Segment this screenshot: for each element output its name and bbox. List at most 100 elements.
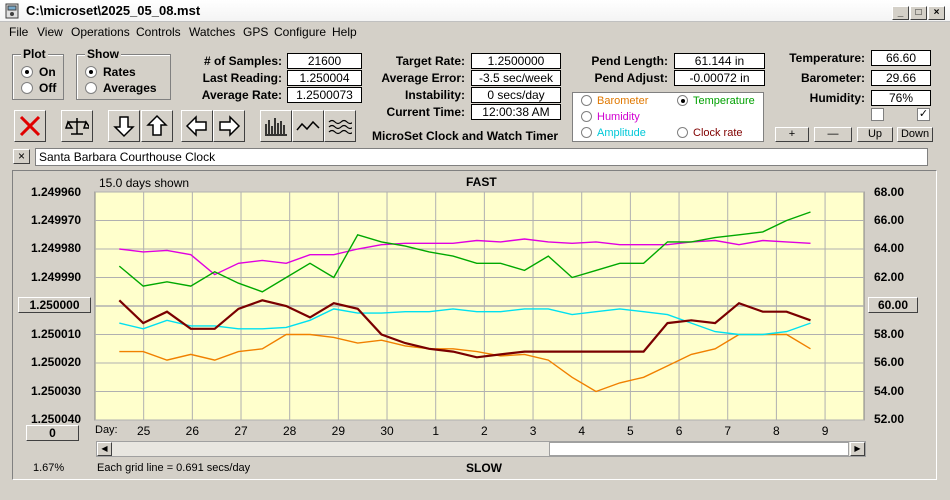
current-time-label: Current Time: (386, 105, 465, 119)
wave-icon (328, 119, 352, 135)
show-group-title: Show (85, 47, 121, 61)
show-rates-radio[interactable]: Rates (85, 65, 136, 79)
product-name: MicroSet Clock and Watch Timer (372, 129, 559, 143)
menu-gps[interactable]: GPS (243, 25, 269, 39)
amplitude-series-line (119, 308, 811, 336)
left-arrow-button[interactable] (181, 110, 213, 142)
stop-button[interactable] (14, 110, 46, 142)
clock-name-field[interactable]: Santa Barbara Courthouse Clock (35, 148, 928, 166)
day-tick-label: 3 (530, 424, 537, 438)
plus-button[interactable]: + (775, 127, 809, 142)
plot-off-radio[interactable]: Off (21, 81, 56, 95)
average-rate-label: Average Rate: (201, 88, 282, 102)
clock-rate-series-line (118, 299, 811, 359)
right-tick-label: 64.00 (874, 241, 905, 255)
arrow-up-icon (146, 114, 168, 136)
radio-icon (677, 127, 688, 138)
temperature-option[interactable]: Temperature (677, 95, 755, 107)
temperature-label: Temperature: (789, 51, 865, 65)
right-tick-label: 66.00 (874, 213, 905, 227)
instability-label: Instability: (404, 88, 465, 102)
day-tick-label: 29 (332, 424, 346, 438)
barometer-field: 29.66 (871, 70, 931, 86)
center-rate-button[interactable]: 1.250000 (18, 297, 91, 313)
down-button[interactable]: Down (897, 127, 933, 142)
clear-name-button[interactable]: × (13, 149, 30, 164)
show-group: Show Rates Averages (76, 47, 171, 100)
left-tick-label: 1.249970 (31, 213, 82, 227)
left-zero-button[interactable]: 0 (26, 425, 79, 441)
menu-watches[interactable]: Watches (189, 25, 236, 39)
radio-icon (581, 127, 592, 138)
window-titlebar: C:\microset\2025_05_08.mst _ □ × (0, 0, 950, 22)
line-graph-button[interactable] (292, 110, 324, 142)
humidity-option[interactable]: Humidity (581, 111, 640, 123)
day-tick-label: 28 (283, 424, 297, 438)
up-arrow-button[interactable] (141, 110, 173, 142)
histogram-button[interactable] (260, 110, 292, 142)
center-aux-button[interactable]: 60.00 (868, 297, 918, 313)
minimize-button[interactable]: _ (892, 6, 909, 20)
humidity-field: 76% (871, 90, 931, 106)
left-tick-label: 1.250030 (31, 384, 82, 398)
day-tick-label: 7 (724, 424, 731, 438)
right-tick-label: 54.00 (874, 384, 905, 398)
day-tick-label: 25 (137, 424, 151, 438)
last-reading-label: Last Reading: (202, 71, 282, 85)
scroll-right-arrow[interactable]: ▶ (850, 442, 865, 456)
menu-file[interactable]: File (9, 25, 29, 39)
menu-view[interactable]: View (37, 25, 63, 39)
average-error-label: Average Error: (381, 71, 465, 85)
scroll-left-arrow[interactable]: ◀ (97, 442, 112, 456)
menu-operations[interactable]: Operations (71, 25, 130, 39)
days-shown-label: 15.0 days shown (99, 176, 190, 190)
pend-length-field[interactable]: 61.144 in (674, 53, 765, 69)
plot-group: Plot On Off (12, 47, 64, 100)
scroll-thumb[interactable] (549, 442, 849, 456)
maximize-button[interactable]: □ (910, 6, 927, 20)
day-tick-label: 27 (234, 424, 248, 438)
right-arrow-button[interactable] (213, 110, 245, 142)
balance-button[interactable] (61, 110, 93, 142)
day-tick-label: 6 (676, 424, 683, 438)
amplitude-option[interactable]: Amplitude (581, 127, 646, 139)
clock-rate-option[interactable]: Clock rate (677, 127, 743, 139)
instability-field: 0 secs/day (471, 87, 561, 103)
menu-controls[interactable]: Controls (136, 25, 181, 39)
show-averages-radio[interactable]: Averages (85, 81, 157, 95)
target-rate-label: Target Rate: (395, 54, 465, 68)
left-checkbox[interactable] (871, 108, 884, 121)
barometer-option[interactable]: Barometer (581, 95, 648, 107)
barometer-series-line (119, 333, 811, 393)
window-title: C:\microset\2025_05_08.mst (26, 3, 201, 18)
radio-icon (581, 95, 592, 106)
down-arrow-button[interactable] (108, 110, 140, 142)
day-prefix-label: Day: (95, 424, 118, 436)
close-button[interactable]: × (928, 6, 945, 20)
right-checkbox[interactable]: ✓ (917, 108, 930, 121)
radio-icon (21, 82, 33, 94)
time-scrollbar[interactable]: ◀ ▶ (96, 441, 866, 457)
left-tick-label: 1.249960 (31, 185, 82, 199)
histogram-icon (265, 118, 287, 136)
menu-configure[interactable]: Configure (274, 25, 327, 39)
humidity-label: Humidity: (809, 91, 865, 105)
right-tick-label: 62.00 (874, 270, 905, 284)
percent-label: 1.67% (33, 462, 65, 474)
day-tick-label: 30 (380, 424, 394, 438)
radio-selected-icon (21, 66, 33, 78)
right-tick-label: 68.00 (874, 185, 905, 199)
barometer-label: Barometer: (800, 71, 865, 85)
pend-adjust-label: Pend Adjust: (594, 71, 668, 85)
arrow-down-icon (113, 116, 135, 138)
chart-frame (12, 170, 937, 480)
up-button[interactable]: Up (857, 127, 893, 142)
radio-selected-icon (85, 66, 97, 78)
target-rate-field[interactable]: 1.2500000 (471, 53, 561, 69)
plot-on-radio[interactable]: On (21, 65, 56, 79)
wave-button[interactable] (324, 110, 356, 142)
right-tick-label: 52.00 (874, 412, 905, 426)
menu-help[interactable]: Help (332, 25, 357, 39)
pend-adjust-field: -0.00072 in (674, 70, 765, 86)
minus-button[interactable]: — (814, 127, 852, 142)
